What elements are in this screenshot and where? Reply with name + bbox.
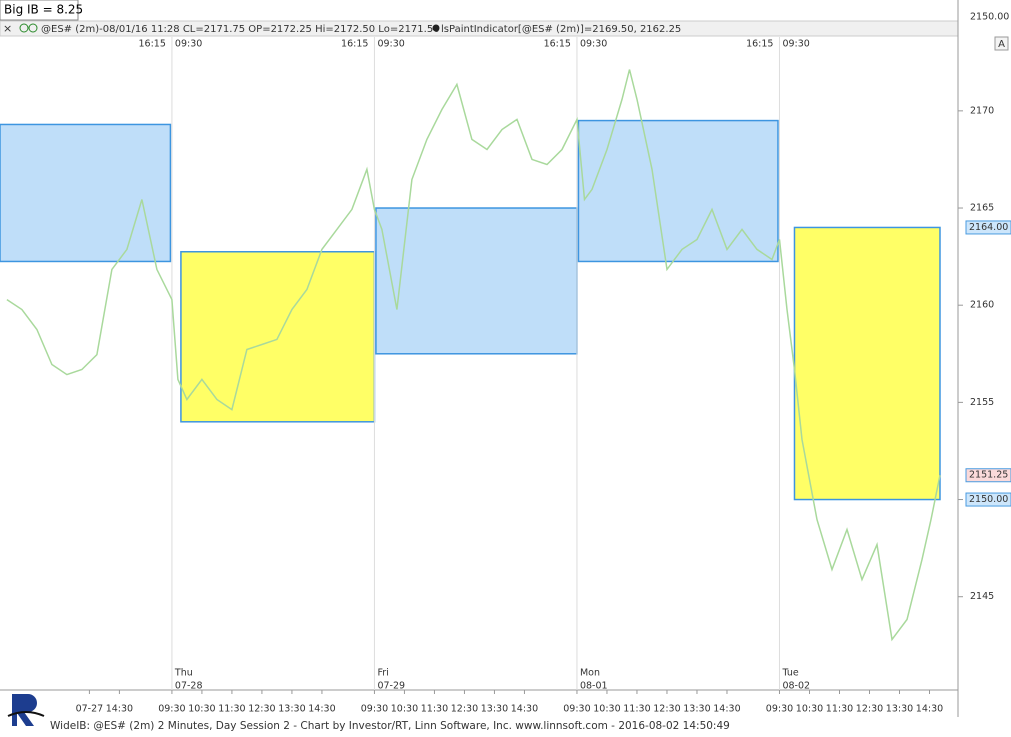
session-day: Thu	[174, 668, 193, 679]
indicator-icon	[432, 24, 440, 32]
session-open: 09:30	[377, 39, 404, 50]
x-tick-label: 14:30	[106, 704, 133, 715]
price-line	[6, 69, 941, 642]
close-icon[interactable]: ×	[3, 22, 12, 35]
logo	[7, 694, 45, 726]
x-tick-label: 11:30	[218, 704, 245, 715]
icon[interactable]	[28, 23, 38, 33]
x-tick-label: 09:30	[766, 704, 793, 715]
x-tick-label: 14:30	[511, 704, 538, 715]
session-close: 16:15	[544, 39, 571, 50]
x-tick-label: 09:30	[563, 704, 590, 715]
session-date: 07-29	[377, 681, 405, 692]
session-close: 16:15	[139, 39, 166, 50]
ib-box	[375, 207, 578, 355]
scale-button-label[interactable]: A	[998, 39, 1005, 50]
price-label: 2164.00	[969, 222, 1008, 233]
x-tick-label: 11:30	[421, 704, 448, 715]
symbol-info: @ES# (2m)-08/01/16 11:28 CL=2171.75 OP=2…	[41, 24, 440, 35]
price-label: 2150.00	[969, 494, 1008, 505]
footer: WideIB: @ES# (2m) 2 Minutes, Day Session…	[50, 720, 730, 732]
y-tick-label: 2165	[970, 203, 994, 214]
indicator-info: lsPaintIndicator[@ES# (2m)]=2169.50, 216…	[441, 24, 681, 35]
x-tick-label: 12:30	[653, 704, 680, 715]
session-date: 08-01	[580, 681, 608, 692]
x-tick-label: 11:30	[623, 704, 650, 715]
x-tick-label: 09:30	[361, 704, 388, 715]
logo-swoosh	[7, 711, 45, 717]
x-tick-label: 10:30	[796, 704, 823, 715]
plot-area	[0, 37, 941, 690]
session-open: 09:30	[580, 39, 607, 50]
scale-button[interactable]	[994, 36, 1009, 51]
session-open: 09:30	[782, 39, 809, 50]
x-tick-label: 10:30	[391, 704, 418, 715]
x-tick-label: 10:30	[188, 704, 215, 715]
upper-pane-tick: 2150.00	[970, 12, 1009, 23]
session-day: Fri	[377, 668, 388, 679]
ib-box	[793, 226, 941, 501]
x-tick-label: 13:30	[481, 704, 508, 715]
x-tick-label: 14:30	[713, 704, 740, 715]
session-open: 09:30	[175, 39, 202, 50]
x-tick-label: 12:30	[451, 704, 478, 715]
session-close: 16:15	[746, 39, 773, 50]
y-tick-label: 2145	[970, 591, 994, 602]
y-tick-label: 2170	[970, 105, 994, 116]
logo-shape	[12, 694, 37, 726]
session-close: 16:15	[341, 39, 368, 50]
ib-box	[577, 119, 779, 263]
big-ib-box	[0, 0, 79, 21]
session-day: Tue	[781, 668, 798, 679]
price-label-box	[965, 220, 1011, 235]
x-tick-label: 09:30	[158, 704, 185, 715]
session-day: Mon	[580, 668, 600, 679]
x-tick-label: 14:30	[916, 704, 943, 715]
session-date: 07-28	[175, 681, 203, 692]
x-tick-label: 12:30	[248, 704, 275, 715]
x-tick-label: 11:30	[826, 704, 853, 715]
x-tick-label: 12:30	[856, 704, 883, 715]
price-label-box	[965, 492, 1011, 507]
x-tick-label: 13:30	[886, 704, 913, 715]
price-label-box	[965, 468, 1011, 483]
x-tick-label: 13:30	[683, 704, 710, 715]
session-date: 08-02	[782, 681, 810, 692]
x-tick-label: 07-27	[76, 704, 104, 715]
price-label: 2151.25	[969, 470, 1008, 481]
x-tick-label: 10:30	[593, 704, 620, 715]
y-tick-label: 2160	[970, 300, 994, 311]
y-tick-label: 2155	[970, 397, 994, 408]
icon[interactable]	[19, 23, 29, 33]
x-tick-label: 14:30	[308, 704, 335, 715]
big-ib: Big IB = 8.25	[4, 3, 83, 17]
x-tick-label: 13:30	[278, 704, 305, 715]
ib-box	[0, 123, 172, 263]
